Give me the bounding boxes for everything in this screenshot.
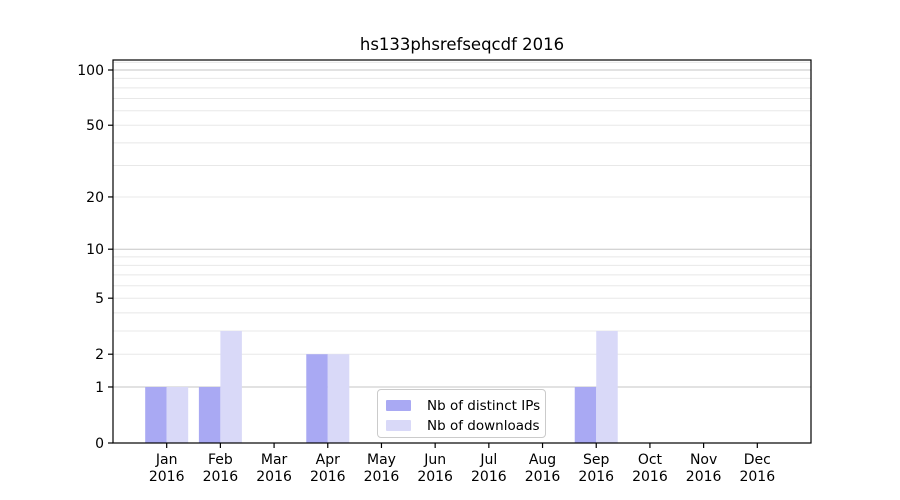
x-tick-label-month: Apr <box>316 452 340 468</box>
bar-distinct-ips-apr <box>306 354 328 443</box>
legend-label-distinct-ips: Nb of distinct IPs <box>427 397 541 414</box>
x-tick-label-month: Feb <box>208 452 233 468</box>
x-tick-label-month: Nov <box>690 452 717 468</box>
legend-swatch-distinct-ips <box>386 400 411 411</box>
y-tick-label: 0 <box>95 436 104 452</box>
bar-downloads-feb <box>220 330 242 443</box>
x-tick-label-year: 2016 <box>417 469 453 485</box>
bar-distinct-ips-sep <box>574 386 597 443</box>
x-tick-label-year: 2016 <box>525 469 561 485</box>
x-tick-label-month: Jun <box>423 452 446 468</box>
x-tick-label-month: May <box>367 452 396 468</box>
chart-title: hs133phsrefseqcdf 2016 <box>359 35 565 54</box>
x-tick-label-year: 2016 <box>739 469 775 485</box>
x-tick-label-month: Oct <box>638 452 663 468</box>
x-tick-label-year: 2016 <box>632 469 668 485</box>
y-tick-label: 2 <box>95 347 104 363</box>
legend-item-distinct-ips: Nb of distinct IPs <box>386 397 545 414</box>
plot-border <box>112 59 812 444</box>
y-tick-label: 50 <box>86 118 104 134</box>
bar-downloads-sep <box>596 330 618 443</box>
x-tick-label-month: Dec <box>744 452 771 468</box>
x-tick-label-month: Aug <box>529 452 556 468</box>
x-tick-label-month: Mar <box>261 452 288 468</box>
legend-label-downloads: Nb of downloads <box>427 417 540 434</box>
x-tick-label-year: 2016 <box>471 469 507 485</box>
x-tick-label-month: Jan <box>155 452 178 468</box>
x-tick-label-year: 2016 <box>310 469 346 485</box>
bar-downloads-jan <box>166 386 189 443</box>
x-tick-label-year: 2016 <box>203 469 239 485</box>
y-tick-label: 1 <box>95 380 104 396</box>
x-tick-label-year: 2016 <box>149 469 185 485</box>
x-tick-label-year: 2016 <box>578 469 614 485</box>
y-tick-label: 20 <box>86 190 104 206</box>
legend-item-downloads: Nb of downloads <box>386 417 545 434</box>
legend: Nb of distinct IPs Nb of downloads <box>377 389 546 438</box>
bar-downloads-apr <box>327 354 350 443</box>
bar-distinct-ips-feb <box>198 386 221 443</box>
bar-distinct-ips-jan <box>145 386 167 443</box>
x-tick-label-year: 2016 <box>364 469 400 485</box>
x-tick-label-year: 2016 <box>686 469 722 485</box>
y-tick-label: 5 <box>95 291 104 307</box>
x-tick-label-month: Sep <box>583 452 610 468</box>
x-tick-label-month: Jul <box>479 452 497 468</box>
x-tick-label-year: 2016 <box>256 469 292 485</box>
y-tick-label: 100 <box>77 63 104 79</box>
legend-swatch-downloads <box>386 420 411 431</box>
y-tick-label: 10 <box>86 242 104 258</box>
